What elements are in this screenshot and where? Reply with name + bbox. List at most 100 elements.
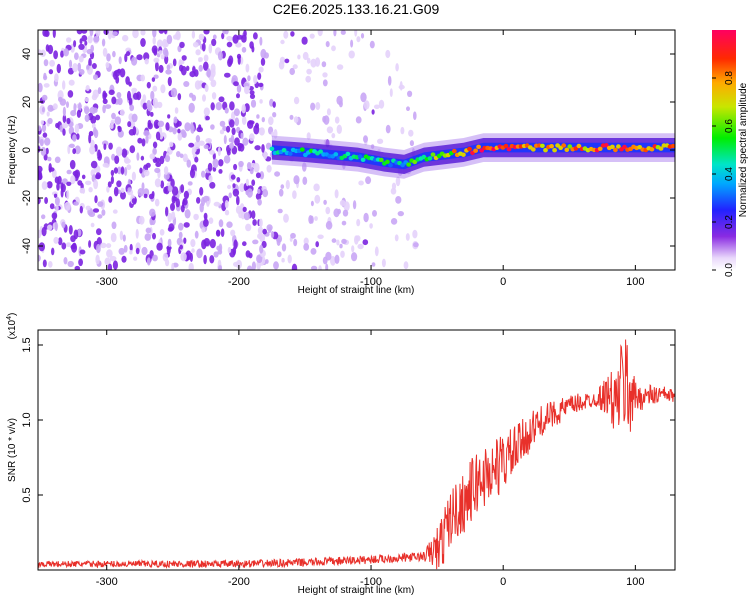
spectrogram-ridge-peak [561, 143, 567, 148]
spectrogram-noise-speck [242, 137, 249, 146]
spectrogram-noise-speck [38, 173, 43, 181]
spectrogram-noise-speck [186, 159, 192, 168]
spectrogram-noise-speck [153, 57, 160, 63]
spectrogram-noise-speck [220, 228, 225, 237]
spectrogram-ridge-peak [603, 143, 609, 148]
spectrogram-noise-speck [242, 241, 247, 247]
spectrogram-noise-speck [178, 231, 183, 239]
spectrogram-noise-speck [194, 230, 199, 239]
spectrogram-noise-speck [241, 46, 247, 53]
spectrogram-noise-speck [260, 48, 267, 59]
spectrogram-noise-speck [413, 111, 417, 120]
spectrogram-noise-speck [405, 233, 410, 241]
spectrogram-noise-speck [221, 32, 225, 40]
spectrogram-noise-speck [167, 185, 173, 193]
spectrogram-ridge-peak [567, 144, 573, 149]
spectrogram-noise-speck [226, 150, 231, 156]
spectrogram-noise-speck [101, 38, 106, 47]
spectrogram-noise-speck [78, 258, 83, 267]
spectrogram-noise-speck [341, 220, 347, 226]
spectrogram-noise-speck [115, 75, 120, 84]
spectrogram-noise-speck [378, 99, 385, 109]
spectrogram-ridge-peak [467, 146, 472, 152]
spectrogram-ridge-peak [473, 148, 478, 153]
spectrogram-noise-speck [334, 189, 339, 199]
spectrogram-noise-speck [73, 103, 77, 113]
spectrogram-noise-speck [67, 260, 74, 268]
spectrogram-noise-speck [79, 205, 84, 214]
snr-y-multiplier: (x104) [6, 313, 18, 340]
spectrogram-ridge-peak [269, 146, 275, 151]
spectrogram-noise-speck [67, 90, 74, 98]
spectrogram-noise-speck [255, 122, 259, 129]
spectrogram-noise-speck [397, 211, 404, 217]
spectrogram-noise-speck [47, 117, 53, 125]
spectrogram-noise-speck [111, 112, 116, 120]
spectrogram-noise-speck [179, 244, 183, 250]
spectrogram-noise-speck [323, 199, 327, 205]
spectrogram-noise-speck [154, 167, 161, 174]
spectrogram-noise-speck [259, 218, 263, 228]
spectrogram-noise-speck [262, 256, 266, 265]
spectrogram-noise-speck [67, 144, 71, 155]
spectrogram-noise-speck [409, 140, 414, 147]
spectrogram-noise-speck [43, 59, 49, 67]
spectrogram-ridge-peak [430, 152, 436, 157]
spectrogram-noise-speck [330, 255, 336, 266]
spectrogram-noise-speck [116, 92, 122, 99]
spectrogram-noise-speck [274, 171, 281, 177]
spectrogram-noise-speck [306, 57, 311, 64]
spectrogram-noise-speck [106, 243, 112, 249]
spectrogram-noise-speck [91, 63, 97, 69]
spectrogram-noise-speck [280, 39, 285, 45]
spectrogram-noise-speck [73, 40, 77, 48]
spectrogram-noise-speck [203, 212, 208, 220]
spectrogram-noise-speck [213, 251, 219, 258]
spectrogram-noise-speck [226, 125, 231, 133]
spectrogram-noise-speck [38, 196, 41, 205]
spectrogram-noise-speck [235, 42, 242, 48]
spectrogram-noise-speck [79, 187, 85, 194]
spectrogram-noise-speck [109, 255, 117, 262]
spectrogram-noise-speck [257, 72, 262, 80]
spectrogram-noise-speck [284, 58, 290, 64]
spectrogram-noise-speck [196, 248, 203, 259]
spectrogram-noise-speck [120, 191, 126, 200]
spectrogram-noise-speck [258, 127, 265, 136]
spectrogram-ridge-peak [613, 147, 618, 153]
spectrogram-noise-speck [72, 134, 77, 142]
spectrogram-noise-speck [278, 188, 284, 197]
spectrogram-noise-speck [234, 137, 240, 146]
spectrogram-noise-speck [314, 194, 321, 204]
spectrogram-noise-speck [258, 82, 264, 88]
spectrogram-noise-speck [153, 48, 158, 56]
spectrogram-ridge-peak [400, 162, 405, 168]
spectrogram-noise-speck [170, 203, 175, 211]
spectrogram-noise-speck [176, 120, 182, 127]
spectrogram-noise-speck [104, 257, 111, 266]
spectrogram-noise-speck [253, 75, 258, 84]
spectrogram-noise-speck [224, 107, 229, 114]
spectrogram-noise-speck [62, 80, 66, 90]
spectrogram-noise-speck [387, 75, 392, 86]
spectrogram-noise-speck [115, 146, 123, 157]
spectrogram-noise-speck [184, 209, 191, 219]
spectrogram-noise-speck [189, 71, 196, 78]
spectrogram-noise-speck [186, 65, 190, 72]
spectrogram-noise-speck [170, 178, 175, 188]
spectrogram-noise-speck [261, 144, 265, 153]
spectrogram-noise-speck [117, 68, 122, 74]
spectrogram-noise-speck [142, 94, 147, 103]
spectrogram-noise-speck [123, 244, 128, 253]
spectrogram-noise-speck [155, 61, 159, 72]
spectrogram-noise-speck [136, 152, 140, 161]
spectrogram-noise-speck [146, 81, 151, 89]
spectrogram-noise-speck [167, 212, 173, 223]
spectrogram-noise-speck [371, 109, 375, 115]
spectrogram-ridge-peak [476, 144, 481, 149]
spectrogram-noise-speck [318, 265, 322, 270]
spectrogram-noise-speck [363, 135, 368, 143]
spectrogram-noise-speck [127, 121, 132, 128]
spectrogram-noise-speck [129, 145, 136, 154]
